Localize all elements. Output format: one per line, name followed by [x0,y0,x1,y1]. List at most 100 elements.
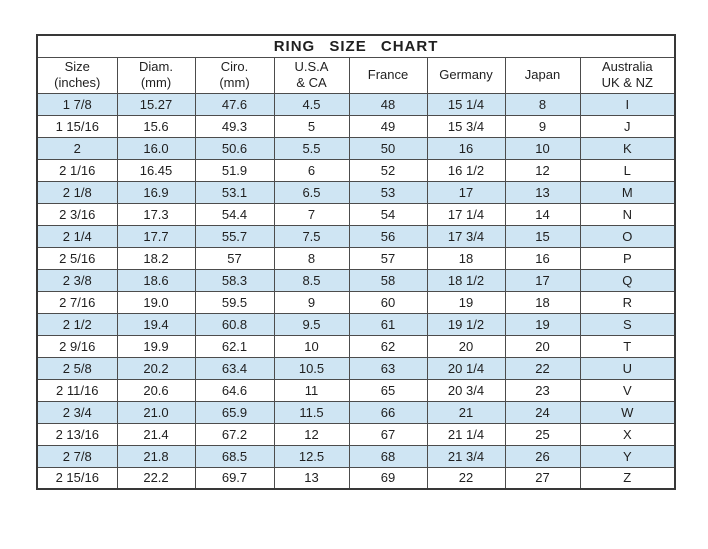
col-header-diameter-mm: Diam. (mm) [116,56,196,94]
table-cell: 58.3 [194,268,275,292]
table-cell: 12 [273,422,350,446]
table-cell: 56 [348,224,428,248]
table-cell: 19 [504,312,581,336]
table-cell: 16 [426,136,506,160]
table-cell: 18 [504,290,581,314]
table-row: 2 7/8 21.8 68.5 12.5 68 21 3/4 26 Y [36,444,676,468]
table-cell: 65.9 [194,400,275,424]
table-cell: 20 1/4 [426,356,506,380]
table-cell: 68 [348,444,428,468]
table-cell: 15.27 [116,92,196,116]
table-cell: 2 11/16 [36,378,118,402]
table-cell: 20.6 [116,378,196,402]
table-cell: 2 3/16 [36,202,118,226]
table-cell: 9 [504,114,581,138]
table-cell: Y [579,444,676,468]
table-cell: 47.6 [194,92,275,116]
table-cell: 6 [273,158,350,182]
table-cell: 61 [348,312,428,336]
table-cell: 17 3/4 [426,224,506,248]
table-cell: 5 [273,114,350,138]
table-row: 2 1/8 16.9 53.1 6.5 53 17 13 M [36,180,676,204]
col-header-france: France [348,56,428,94]
col-header-japan: Japan [504,56,581,94]
table-row: 2 1/4 17.7 55.7 7.5 56 17 3/4 15 O [36,224,676,248]
table-cell: U [579,356,676,380]
table-cell: 22.2 [116,466,196,490]
table-cell: Z [579,466,676,490]
table-cell: 21.4 [116,422,196,446]
col-header-size-inches: Size (inches) [36,56,118,94]
table-cell: V [579,378,676,402]
table-cell: 21.8 [116,444,196,468]
table-cell: 62.1 [194,334,275,358]
table-cell: 27 [504,466,581,490]
table-cell: 13 [273,466,350,490]
table-cell: 50.6 [194,136,275,160]
table-cell: 17 1/4 [426,202,506,226]
table-cell: 2 3/4 [36,400,118,424]
table-cell: 11.5 [273,400,350,424]
table-cell: 67.2 [194,422,275,446]
table-cell: 2 3/8 [36,268,118,292]
table-cell: 49 [348,114,428,138]
table-cell: 5.5 [273,136,350,160]
table-cell: 16.9 [116,180,196,204]
table-cell: 10 [504,136,581,160]
table-cell: 21 3/4 [426,444,506,468]
table-cell: 63.4 [194,356,275,380]
table-cell: 12 [504,158,581,182]
table-cell: 62 [348,334,428,358]
table-cell: 19.0 [116,290,196,314]
table-cell: 4.5 [273,92,350,116]
table-cell: 2 5/16 [36,246,118,270]
table-cell: 57 [348,246,428,270]
table-cell: 20 [504,334,581,358]
table-cell: 52 [348,158,428,182]
table-cell: 21 1/4 [426,422,506,446]
table-cell: 18.6 [116,268,196,292]
col-header-usa-ca: U.S.A & CA [273,56,350,94]
table-cell: 25 [504,422,581,446]
table-row: 1 15/16 15.6 49.3 5 49 15 3/4 9 J [36,114,676,138]
table-cell: 64.6 [194,378,275,402]
table-cell: 9.5 [273,312,350,336]
table-cell: R [579,290,676,314]
table-cell: 69.7 [194,466,275,490]
table-cell: 2 1/16 [36,158,118,182]
table-cell: 55.7 [194,224,275,248]
table-row: 2 13/16 21.4 67.2 12 67 21 1/4 25 X [36,422,676,446]
table-cell: 17.3 [116,202,196,226]
table-row: 2 3/4 21.0 65.9 11.5 66 21 24 W [36,400,676,424]
table-cell: 2 1/8 [36,180,118,204]
table-cell: 49.3 [194,114,275,138]
table-cell: S [579,312,676,336]
chart-title: RING SIZE CHART [36,34,676,58]
table-cell: 18 [426,246,506,270]
table-cell: 6.5 [273,180,350,204]
table-cell: 65 [348,378,428,402]
table-head: RING SIZE CHART Size (inches) Diam. (mm)… [36,34,676,94]
table-cell: 16.0 [116,136,196,160]
table-cell: 2 7/16 [36,290,118,314]
table-cell: 2 13/16 [36,422,118,446]
table-cell: 16 1/2 [426,158,506,182]
table-cell: 19.9 [116,334,196,358]
table-row: 2 15/16 22.2 69.7 13 69 22 27 Z [36,466,676,490]
ring-size-table: RING SIZE CHART Size (inches) Diam. (mm)… [36,34,677,490]
table-cell: 26 [504,444,581,468]
table-cell: 18 1/2 [426,268,506,292]
table-cell: 2 7/8 [36,444,118,468]
table-cell: 59.5 [194,290,275,314]
table-cell: K [579,136,676,160]
table-cell: 17 [504,268,581,292]
table-row: 2 16.0 50.6 5.5 50 16 10 K [36,136,676,160]
table-cell: Q [579,268,676,292]
table-cell: 16.45 [116,158,196,182]
table-row: 2 1/16 16.45 51.9 6 52 16 1/2 12 L [36,158,676,182]
table-cell: 2 15/16 [36,466,118,490]
table-cell: T [579,334,676,358]
table-cell: 7.5 [273,224,350,248]
table-cell: 53 [348,180,428,204]
